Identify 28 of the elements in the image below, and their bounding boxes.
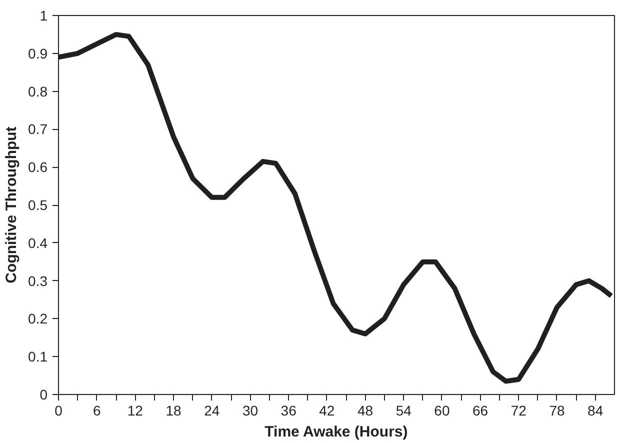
- y-tick-label: 0: [40, 386, 48, 402]
- x-tick-label: 30: [242, 402, 258, 418]
- x-tick-label: 18: [166, 402, 182, 418]
- x-tick-label: 72: [510, 402, 527, 418]
- x-tick-label: 66: [472, 402, 488, 418]
- y-tick-label: 0.1: [28, 348, 48, 365]
- x-tick-label: 60: [434, 402, 450, 418]
- x-tick-label: 6: [92, 402, 101, 418]
- x-tick-label: 48: [357, 402, 374, 418]
- y-tick-label: 0.8: [28, 83, 48, 100]
- y-axis-title: Cognitive Throughput: [3, 126, 20, 284]
- x-tick-label: 54: [396, 402, 412, 418]
- y-tick-label: 0.5: [28, 197, 48, 213]
- y-tick-label: 0.7: [28, 121, 48, 138]
- x-tick-label: 36: [280, 402, 297, 418]
- x-tick-label: 0: [54, 402, 63, 418]
- y-tick-label: 0.4: [28, 234, 48, 251]
- x-axis-title: Time Awake (Hours): [264, 424, 408, 440]
- x-tick-label: 78: [549, 402, 565, 418]
- y-tick-label: 0.9: [28, 45, 48, 62]
- x-tick-label: 84: [588, 402, 604, 418]
- x-tick-label: 12: [127, 402, 144, 418]
- y-tick-label: 0.2: [28, 310, 48, 327]
- y-tick-label: 0.3: [28, 272, 48, 289]
- y-tick-label: 1: [40, 8, 48, 24]
- y-tick-label: 0.6: [28, 159, 48, 176]
- x-tick-label: 24: [204, 402, 220, 418]
- x-tick-label: 42: [319, 402, 335, 418]
